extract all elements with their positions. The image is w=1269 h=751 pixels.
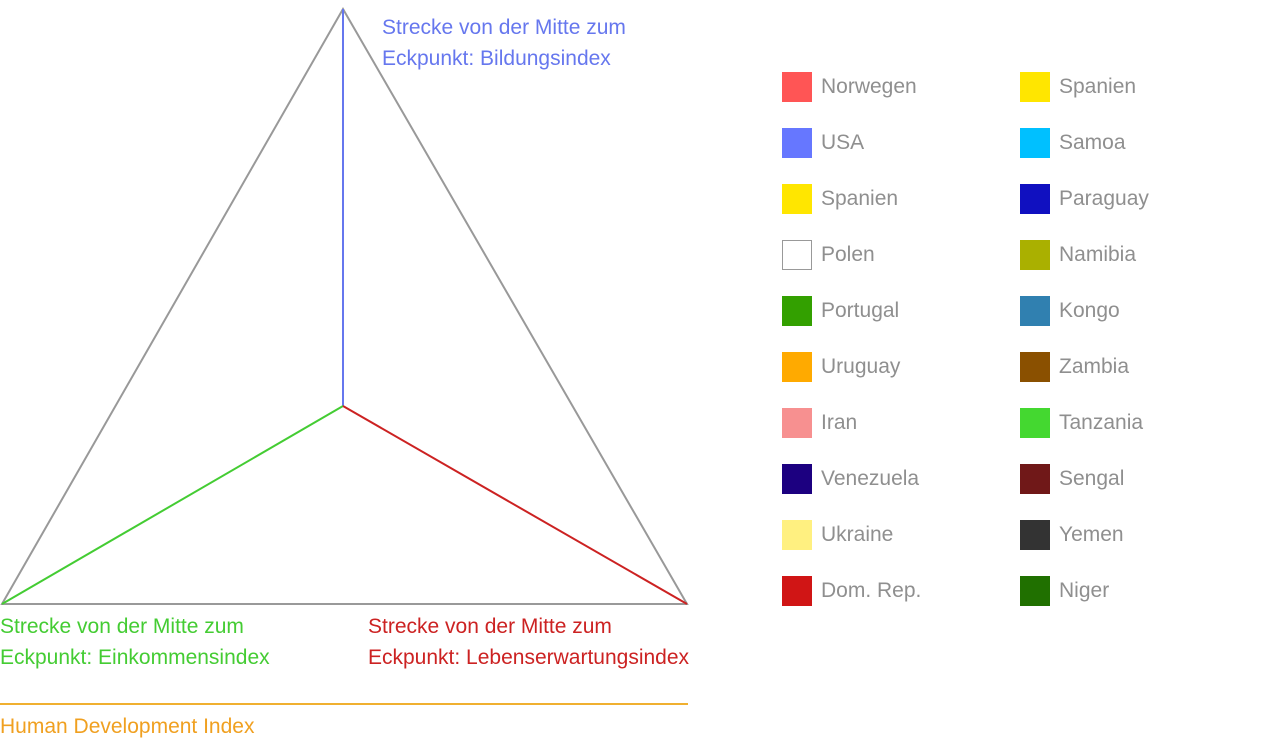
legend-swatch xyxy=(1020,296,1050,326)
legend-label: Samoa xyxy=(1059,131,1126,154)
life-expectancy-spoke-label: Strecke von der Mitte zum Eckpunkt: Lebe… xyxy=(368,611,689,673)
legend-swatch xyxy=(782,184,812,214)
legend-label: Paraguay xyxy=(1059,187,1149,210)
legend-swatch xyxy=(1020,352,1050,382)
legend-label: Spanien xyxy=(821,187,899,210)
legend-item: Tanzania xyxy=(1020,408,1240,464)
legend-label: Niger xyxy=(1059,579,1110,602)
legend-item: Zambia xyxy=(1020,352,1240,408)
legend-item: Polen xyxy=(782,240,1020,296)
spoke-life-expectancy xyxy=(342,405,688,605)
legend-swatch xyxy=(782,352,812,382)
legend-item: Namibia xyxy=(1020,240,1240,296)
legend-swatch xyxy=(782,72,812,102)
legend-item: Portugal xyxy=(782,296,1020,352)
legend-swatch xyxy=(782,408,812,438)
legend-label: Polen xyxy=(821,243,875,266)
legend-label: Sengal xyxy=(1059,467,1125,490)
legend-item: Ukraine xyxy=(782,520,1020,576)
education-spoke-label-line2: Eckpunkt: Bildungsindex xyxy=(382,47,611,70)
legend-swatch xyxy=(782,296,812,326)
legend-item: Paraguay xyxy=(1020,184,1240,240)
legend-label: USA xyxy=(821,131,865,154)
legend-label: Uruguay xyxy=(821,355,901,378)
legend-swatch xyxy=(1020,184,1050,214)
life-expectancy-spoke-label-line1: Strecke von der Mitte zum xyxy=(368,615,612,638)
legend-label: Tanzania xyxy=(1059,411,1144,434)
legend-label: Zambia xyxy=(1059,355,1130,378)
legend-item: Kongo xyxy=(1020,296,1240,352)
legend-item: Sengal xyxy=(1020,464,1240,520)
legend-item: Dom. Rep. xyxy=(782,576,1020,632)
legend-item: Yemen xyxy=(1020,520,1240,576)
legend-label: Dom. Rep. xyxy=(821,579,922,602)
legend-swatch xyxy=(1020,72,1050,102)
legend-swatch xyxy=(1020,576,1050,606)
legend-swatch xyxy=(782,240,812,270)
legend-item: USA xyxy=(782,128,1020,184)
legend-label: Namibia xyxy=(1059,243,1137,266)
legend-label: Portugal xyxy=(821,299,900,322)
legend-swatch xyxy=(782,576,812,606)
legend-swatch xyxy=(1020,464,1050,494)
country-legend: Norwegen USA Spanien Polen Portugal Uruguay Ir… xyxy=(782,72,1242,632)
legend-item: Venezuela xyxy=(782,464,1020,520)
legend-label: Kongo xyxy=(1059,299,1120,322)
legend-label: Venezuela xyxy=(821,467,920,490)
legend-swatch xyxy=(1020,240,1050,270)
triangle-outline xyxy=(0,6,689,605)
legend-swatch xyxy=(1020,408,1050,438)
education-spoke-label-line1: Strecke von der Mitte zum xyxy=(382,16,626,39)
legend-label: Iran xyxy=(821,411,858,434)
legend-item: Spanien xyxy=(782,184,1020,240)
legend-label: Norwegen xyxy=(821,75,917,98)
legend-item: Niger xyxy=(1020,576,1240,632)
income-spoke-label: Strecke von der Mitte zum Eckpunkt: Eink… xyxy=(0,611,270,673)
income-spoke-label-line1: Strecke von der Mitte zum xyxy=(0,615,244,638)
legend-label: Spanien xyxy=(1059,75,1137,98)
life-expectancy-spoke-label-line2: Eckpunkt: Lebenserwartungsindex xyxy=(368,646,690,669)
legend-item: Iran xyxy=(782,408,1020,464)
spoke-income xyxy=(1,405,344,605)
legend-label: Ukraine xyxy=(821,523,894,546)
income-spoke-label-line2: Eckpunkt: Einkommensindex xyxy=(0,646,270,669)
education-spoke-label: Strecke von der Mitte zum Eckpunkt: Bild… xyxy=(382,12,626,74)
footer-divider xyxy=(0,703,688,705)
hdi-triangle-diagram xyxy=(0,6,689,605)
legend-swatch xyxy=(1020,520,1050,550)
legend-swatch xyxy=(782,464,812,494)
legend-swatch xyxy=(1020,128,1050,158)
legend-swatch xyxy=(782,520,812,550)
legend-item: Spanien xyxy=(1020,72,1240,128)
legend-swatch xyxy=(782,128,812,158)
legend-label: Yemen xyxy=(1059,523,1124,546)
footer-title: Human Development Index xyxy=(0,715,255,738)
legend-item: Uruguay xyxy=(782,352,1020,408)
legend-item: Samoa xyxy=(1020,128,1240,184)
legend-item: Norwegen xyxy=(782,72,1020,128)
